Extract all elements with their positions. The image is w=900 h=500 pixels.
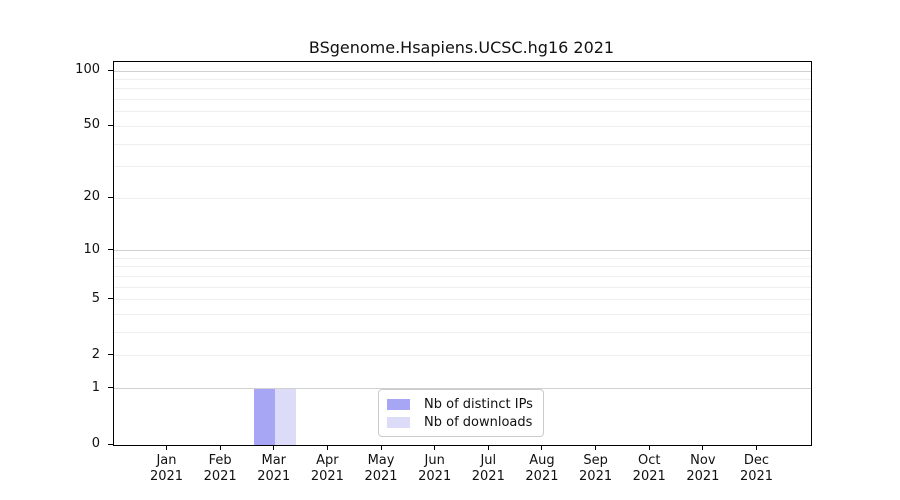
gridline-minor-70 <box>114 99 811 101</box>
legend-label-downloads: Nb of downloads <box>424 415 533 430</box>
x-tick-year: 2021 <box>579 469 613 484</box>
gridline-minor-3 <box>114 332 811 334</box>
legend-item-distinct-ips: Nb of distinct IPs <box>387 397 535 412</box>
x-tick-mark-dec <box>756 445 757 450</box>
x-tick-month: Aug <box>529 453 555 468</box>
gridline-minor-7 <box>114 275 811 277</box>
x-tick-month: Feb <box>208 453 232 468</box>
gridline-minor-20 <box>114 197 811 199</box>
x-tick-month: Apr <box>316 453 339 468</box>
x-tick-year: 2021 <box>525 469 559 484</box>
bar-nb-of-distinct-ips-mar <box>253 388 275 445</box>
x-tick-year: 2021 <box>310 469 344 484</box>
x-tick-label-jun: Jun 2021 <box>403 453 467 485</box>
x-tick-mark-oct <box>648 445 650 450</box>
x-tick-mark-jul <box>487 445 489 450</box>
x-tick-month: May <box>367 453 395 468</box>
x-tick-label-aug: Aug 2021 <box>510 453 574 485</box>
gridline-minor-50 <box>114 125 811 127</box>
x-tick-label-feb: Feb 2021 <box>188 453 252 485</box>
y-tick-label-20: 20 <box>83 189 100 205</box>
legend-swatch-distinct-ips <box>387 399 410 410</box>
y-tick-mark-0 <box>108 443 113 445</box>
x-tick-year: 2021 <box>471 469 505 484</box>
gridline-major-10 <box>114 250 811 252</box>
y-tick-label-5: 5 <box>91 290 100 306</box>
x-tick-label-sep: Sep 2021 <box>564 453 628 485</box>
x-tick-label-dec: Dec 2021 <box>725 453 789 485</box>
y-tick-mark-100 <box>108 69 113 71</box>
gridline-minor-80 <box>114 88 811 90</box>
x-tick-year: 2021 <box>203 469 237 484</box>
gridline-minor-2 <box>114 355 811 357</box>
x-tick-year: 2021 <box>739 469 774 484</box>
gridline-minor-9 <box>114 257 811 259</box>
legend: Nb of distinct IPs Nb of downloads <box>378 389 544 437</box>
y-tick-mark-1 <box>108 387 113 389</box>
x-tick-label-jul: Jul 2021 <box>456 453 520 485</box>
gridline-major-100 <box>114 70 811 72</box>
y-tick-label-50: 50 <box>83 117 100 133</box>
chart-title: BSgenome.Hsapiens.UCSC.hg16 2021 <box>308 38 615 57</box>
y-tick-label-2: 2 <box>91 346 100 362</box>
y-tick-label-10: 10 <box>83 241 100 257</box>
x-tick-mark-mar <box>273 445 275 450</box>
gridline-minor-90 <box>114 78 811 80</box>
gridline-minor-8 <box>114 266 811 268</box>
gridline-minor-60 <box>114 111 811 113</box>
x-tick-month: Dec <box>743 453 770 468</box>
y-tick-label-100: 100 <box>75 62 100 77</box>
x-tick-mark-nov <box>702 445 704 450</box>
x-tick-month: Nov <box>690 453 716 468</box>
x-tick-mark-feb <box>219 445 221 450</box>
x-tick-mark-aug <box>541 445 543 450</box>
x-tick-mark-jan <box>166 445 167 450</box>
x-tick-month: Sep <box>583 453 608 468</box>
x-tick-label-apr: Apr 2021 <box>295 453 359 485</box>
x-tick-year: 2021 <box>257 469 291 484</box>
x-tick-month: Jun <box>424 453 445 468</box>
x-tick-month: Mar <box>261 453 287 468</box>
y-tick-label-1: 1 <box>91 379 100 395</box>
x-tick-label-nov: Nov 2021 <box>671 453 735 485</box>
x-tick-label-oct: Oct 2021 <box>617 453 681 485</box>
x-tick-year: 2021 <box>364 469 398 484</box>
x-tick-label-jan: Jan 2021 <box>135 453 199 485</box>
plot-area: Nb of distinct IPs Nb of downloads <box>113 61 812 446</box>
x-tick-year: 2021 <box>149 469 184 484</box>
x-tick-month: Oct <box>637 453 661 468</box>
legend-label-distinct-ips: Nb of distinct IPs <box>424 397 533 412</box>
y-tick-mark-20 <box>108 196 113 198</box>
bar-nb-of-downloads-mar <box>274 388 296 445</box>
y-tick-mark-2 <box>108 354 113 356</box>
x-tick-month: Jan <box>156 453 177 468</box>
x-tick-year: 2021 <box>632 469 666 484</box>
x-tick-mark-apr <box>326 445 328 450</box>
gridline-minor-40 <box>114 143 811 145</box>
gridline-minor-6 <box>114 286 811 288</box>
y-tick-mark-50 <box>108 124 113 126</box>
y-tick-mark-10 <box>108 249 113 251</box>
x-tick-mark-sep <box>595 445 597 450</box>
x-tick-mark-may <box>380 445 382 450</box>
x-tick-mark-jun <box>434 445 436 450</box>
gridline-minor-5 <box>114 299 811 301</box>
y-tick-label-0: 0 <box>91 436 100 451</box>
legend-swatch-downloads <box>387 417 410 428</box>
y-tick-mark-5 <box>108 298 113 300</box>
x-tick-year: 2021 <box>686 469 720 484</box>
x-tick-month: Jul <box>480 453 497 468</box>
legend-item-downloads: Nb of downloads <box>387 415 535 430</box>
gridline-minor-4 <box>114 314 811 316</box>
x-tick-label-may: May 2021 <box>349 453 413 485</box>
x-tick-label-mar: Mar 2021 <box>242 453 306 485</box>
x-tick-year: 2021 <box>418 469 452 484</box>
gridline-major-1 <box>114 388 811 390</box>
gridline-minor-30 <box>114 166 811 168</box>
